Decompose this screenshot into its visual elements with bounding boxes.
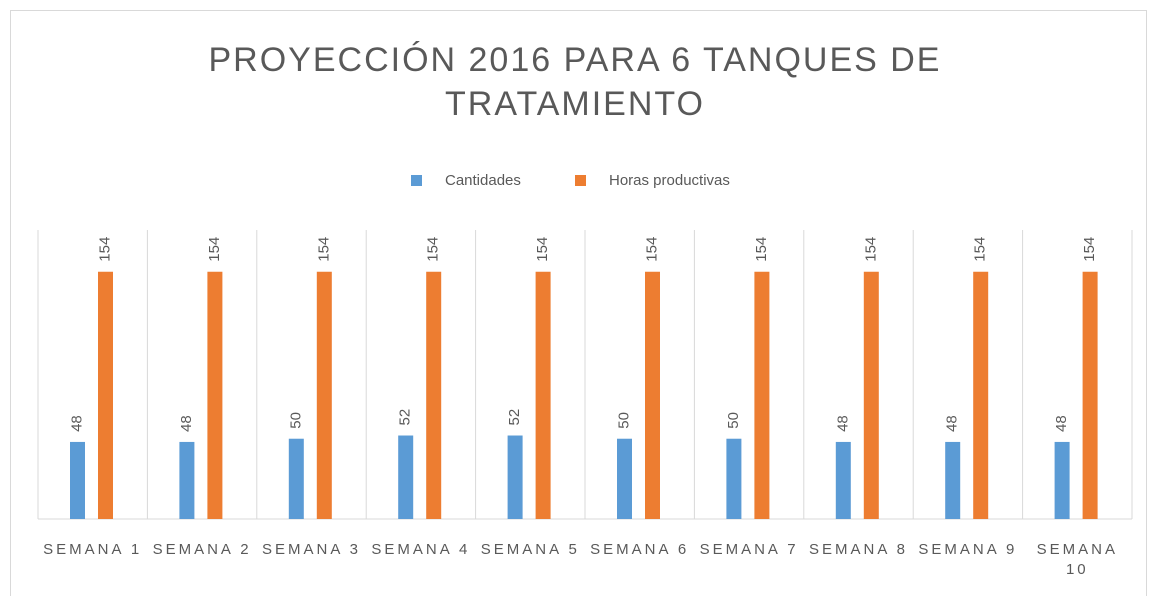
x-tick-label: SEMANA 3 bbox=[261, 541, 362, 558]
x-tick-label: SEMANA 9 bbox=[918, 541, 1018, 558]
bar bbox=[288, 438, 304, 519]
bar bbox=[207, 271, 223, 519]
bar bbox=[973, 271, 989, 519]
data-label: 154 bbox=[643, 237, 660, 262]
data-label: 52 bbox=[397, 409, 414, 426]
x-tick-label: SEMANA 4 bbox=[371, 541, 471, 558]
data-label: 50 bbox=[725, 412, 742, 429]
bar bbox=[535, 271, 551, 519]
x-tick-label: SEMANA 5 bbox=[480, 541, 580, 558]
data-label: 154 bbox=[206, 237, 223, 262]
data-label: 154 bbox=[753, 237, 770, 262]
legend-label: Horas productivas bbox=[609, 172, 730, 189]
data-label: 48 bbox=[178, 415, 195, 432]
bar bbox=[98, 271, 113, 519]
bar bbox=[426, 271, 442, 519]
bar bbox=[1082, 271, 1098, 519]
data-label: 154 bbox=[972, 237, 989, 262]
data-label: 154 bbox=[425, 237, 442, 262]
data-label: 48 bbox=[944, 415, 961, 432]
bar bbox=[179, 441, 195, 519]
data-label: 48 bbox=[1053, 415, 1070, 432]
legend-label: Cantidades bbox=[445, 172, 521, 189]
x-tick-label: SEMANA 6 bbox=[590, 541, 690, 558]
bar bbox=[754, 271, 770, 519]
data-label: 154 bbox=[315, 237, 332, 262]
chart-border bbox=[10, 10, 1147, 596]
legend-swatch bbox=[575, 175, 586, 186]
bar bbox=[1054, 441, 1070, 519]
data-label: 50 bbox=[287, 412, 304, 429]
bar bbox=[316, 271, 332, 519]
chart-title: PROYECCIÓN 2016 PARA 6 TANQUES DE TRATAM… bbox=[208, 41, 942, 123]
x-tick-label: SEMANA 8 bbox=[808, 541, 909, 558]
x-tick-label: SEMANA 7 bbox=[699, 541, 799, 558]
bar bbox=[726, 438, 742, 519]
data-label: 48 bbox=[834, 415, 851, 432]
bar bbox=[835, 441, 851, 519]
data-label: 154 bbox=[96, 237, 113, 262]
data-label: 154 bbox=[1081, 237, 1098, 262]
bar bbox=[398, 435, 414, 519]
data-label: 50 bbox=[615, 412, 632, 429]
bar bbox=[617, 438, 632, 519]
data-label: 48 bbox=[68, 415, 85, 432]
bar bbox=[863, 271, 879, 519]
bar bbox=[70, 441, 85, 519]
x-tick-label: SEMANA 1 bbox=[43, 541, 143, 558]
data-label: 52 bbox=[506, 409, 523, 426]
bar bbox=[507, 435, 523, 519]
bar bbox=[945, 441, 961, 519]
legend-swatch bbox=[411, 175, 422, 186]
bar bbox=[645, 271, 660, 519]
data-label: 154 bbox=[862, 237, 879, 262]
data-label: 154 bbox=[534, 237, 551, 262]
x-tick-label: SEMANA 2 bbox=[152, 541, 252, 558]
x-tick-label: SEMANA 10 bbox=[1036, 541, 1118, 578]
